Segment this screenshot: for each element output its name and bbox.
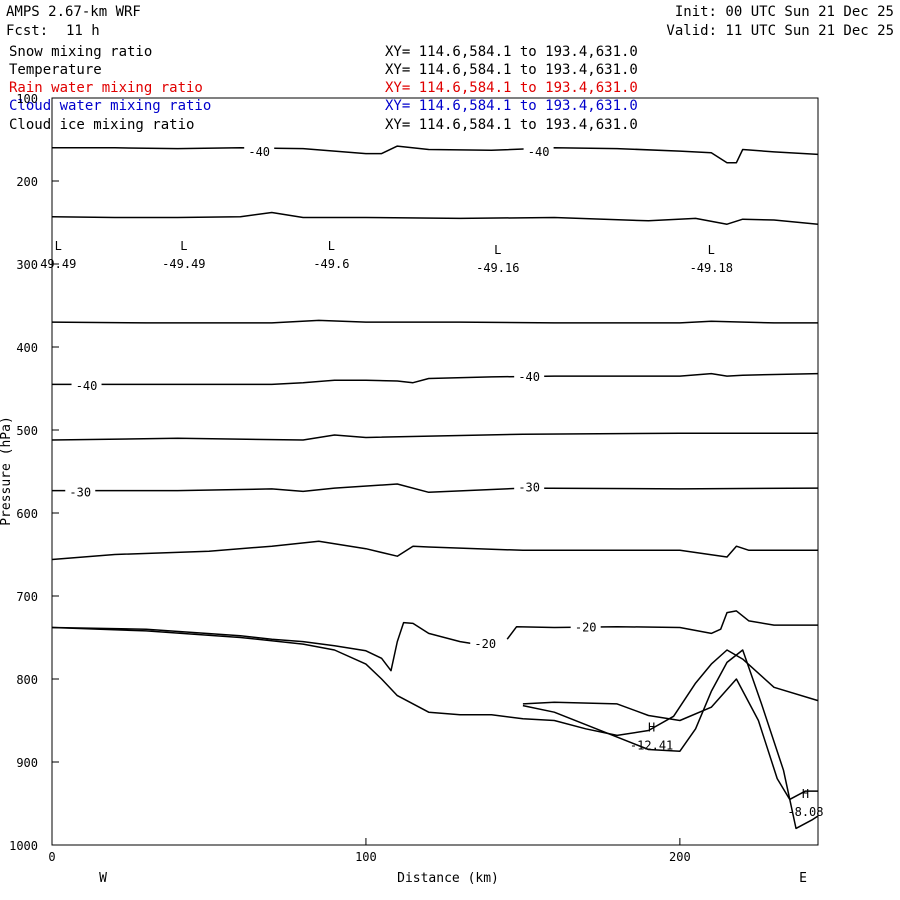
contour-labels: -40 -40 -40 -40 -30 -30 -20 -20 <box>65 143 601 651</box>
extremum-symbol: L <box>494 243 501 257</box>
west-label: W <box>99 871 107 886</box>
legend-label-snow: Snow mixing ratio <box>9 44 153 60</box>
contour-line-7 <box>51 540 818 561</box>
y-tick-label: 200 <box>16 175 38 189</box>
contour-label-bg <box>65 484 96 499</box>
y-tick-label: 900 <box>16 756 38 770</box>
forecast-label: Fcst: <box>6 23 49 39</box>
contour-label: -40 <box>528 145 550 159</box>
contour-label-bg <box>470 636 501 651</box>
legend-label-temperature: Temperature <box>9 62 102 78</box>
contour-line-9 <box>506 610 818 640</box>
extremum-symbol: L <box>708 243 715 257</box>
forecast-value: 11 h <box>66 23 100 39</box>
plot-frame <box>51 97 819 846</box>
legend-label-cloud-water: Cloud water mixing ratio <box>9 98 212 114</box>
y-tick-label: 400 <box>16 341 38 355</box>
contour-label-bg <box>570 619 601 634</box>
contour-label: -30 <box>69 485 91 499</box>
east-label: E <box>799 871 807 886</box>
y-tick-label: 500 <box>16 424 38 438</box>
contour-label: -40 <box>76 379 98 393</box>
contour-line-6 <box>52 483 819 494</box>
contour-label-bg <box>71 378 102 393</box>
extremum-symbol: L <box>180 239 187 253</box>
extremum-value: -49.16 <box>476 261 519 275</box>
contour-line-11 <box>522 678 818 801</box>
y-axis-label: Pressure (hPa) <box>0 416 14 526</box>
extremum-value: -49.6 <box>313 257 349 271</box>
extremum-value: -49.18 <box>690 261 733 275</box>
temperature-contours <box>51 145 819 830</box>
extremum-symbol: H <box>802 787 809 801</box>
contour-label: -40 <box>248 145 270 159</box>
y-tick-label: 700 <box>16 590 38 604</box>
axes: 100 200 300 400 500 600 700 800 900 1000 0 100 200 <box>9 92 691 864</box>
extremum-symbol: H <box>648 720 655 734</box>
extremum-value: -12.41 <box>630 738 673 752</box>
legend-xy-snow: XY= 114.6,584.1 to 193.4,631.0 <box>385 44 638 60</box>
contour-line-8 <box>51 621 476 672</box>
extremum-value: -8.08 <box>787 805 823 819</box>
extrema-markers: L 49.49 L -49.49 L -49.6 L -49.16 L -49.18 H -12.41… <box>40 239 823 819</box>
legend-xy-cloud-water: XY= 114.6,584.1 to 193.4,631.0 <box>385 98 638 114</box>
contour-line-5 <box>51 432 818 441</box>
extremum-value: -49.49 <box>162 257 205 271</box>
x-axis-label: Distance (km) <box>397 871 499 886</box>
legend-xy-cloud-ice: XY= 114.6,584.1 to 193.4,631.0 <box>385 117 638 133</box>
contour-line-10 <box>51 626 819 737</box>
model-title: AMPS 2.67-km WRF <box>6 4 141 20</box>
y-tick-label: 800 <box>16 673 38 687</box>
contour-label: -30 <box>518 480 540 494</box>
extremum-symbol: L <box>55 239 62 253</box>
contour-line-2 <box>51 211 819 225</box>
contour-line-1 <box>52 145 819 164</box>
contour-label-bg <box>244 143 275 158</box>
contour-label-bg <box>514 368 545 383</box>
y-tick-label: 1000 <box>9 839 38 853</box>
x-tick-label: 0 <box>48 850 55 864</box>
contour-label: -20 <box>575 621 597 635</box>
x-tick-label: 200 <box>669 850 691 864</box>
contour-line-12 <box>522 649 819 830</box>
valid-time: Valid: 11 UTC Sun 21 Dec 25 <box>666 23 894 39</box>
extremum-value: 49.49 <box>40 257 76 271</box>
init-time: Init: 00 UTC Sun 21 Dec 25 <box>674 4 894 20</box>
contour-label: -40 <box>518 370 540 384</box>
y-tick-label: 100 <box>16 92 38 106</box>
legend-xy-temperature: XY= 114.6,584.1 to 193.4,631.0 <box>385 62 638 78</box>
legend-label-cloud-ice: Cloud ice mixing ratio <box>9 117 195 133</box>
x-tick-label: 100 <box>355 850 377 864</box>
legend-xy-rain: XY= 114.6,584.1 to 193.4,631.0 <box>385 80 638 96</box>
contour-label-bg <box>523 143 554 158</box>
contour-label: -20 <box>474 637 496 651</box>
contour-line-4 <box>52 372 819 386</box>
contour-label-bg <box>514 479 545 494</box>
contour-line-3 <box>51 319 818 324</box>
y-tick-label: 300 <box>16 258 38 272</box>
extremum-symbol: L <box>328 239 335 253</box>
legend-label-rain: Rain water mixing ratio <box>9 80 203 96</box>
y-tick-label: 600 <box>16 507 38 521</box>
